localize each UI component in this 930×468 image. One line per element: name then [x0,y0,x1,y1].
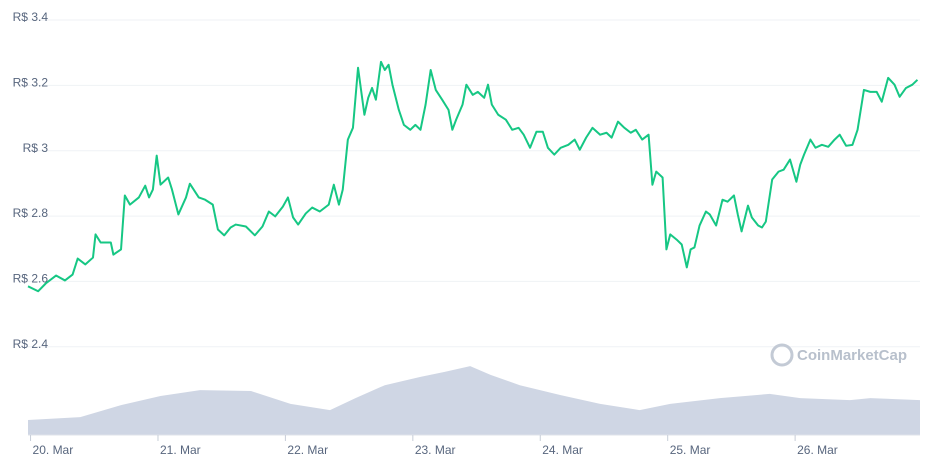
x-tick-label: 20. Mar [33,443,74,457]
x-tick-label: 25. Mar [670,443,711,457]
y-tick-label: R$ 3 [23,141,49,155]
price-line [27,60,919,293]
x-tick-label: 26. Mar [797,443,838,457]
x-tick-label: 22. Mar [287,443,328,457]
watermark-logo [770,343,794,367]
y-tick-label: R$ 2.4 [13,337,49,351]
y-tick-label: R$ 3.4 [13,10,49,24]
x-tick-label: 21. Mar [160,443,201,457]
watermark: CoinMarketCap [797,347,907,364]
y-tick-label: R$ 2.6 [13,272,49,286]
x-tick-label: 23. Mar [415,443,456,457]
x-tick-label: 24. Mar [542,443,583,457]
volume-area [28,366,920,435]
y-tick-label: R$ 2.8 [13,206,49,220]
y-tick-label: R$ 3.2 [13,76,49,90]
